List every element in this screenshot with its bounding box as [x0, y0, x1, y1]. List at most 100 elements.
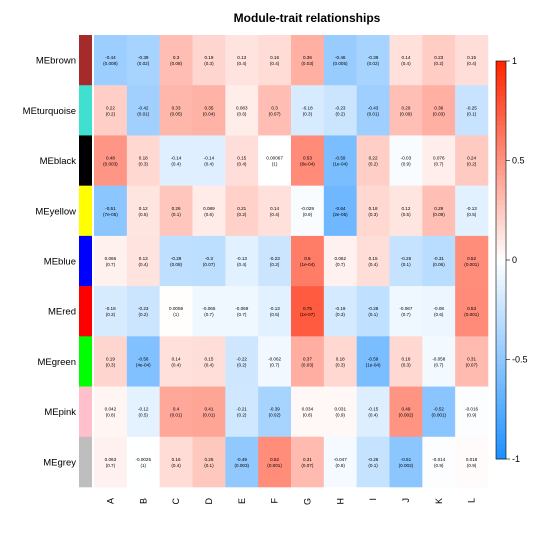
cell-correlation-label: -0.42 [138, 105, 149, 110]
cell-pvalue-label: (2e-05) [333, 212, 348, 217]
cell-correlation-label: -0.43 [368, 105, 379, 110]
column-labels: A B C D E F G H I J K L [106, 498, 477, 506]
legend-color-segment [496, 374, 506, 380]
cell-pvalue-label: (0.5) [139, 413, 149, 418]
cell-pvalue-label: (0.02) [137, 61, 149, 66]
cell-pvalue-label: (0.6) [237, 111, 247, 116]
cell-correlation-label: 0.18 [401, 356, 410, 361]
heatmap-cell [356, 85, 390, 136]
heatmap-cell [159, 85, 193, 136]
heatmap-cell [422, 286, 456, 337]
column-label: B [138, 498, 148, 504]
heatmap-cell [356, 386, 390, 438]
cell-correlation-label: -0.49 [237, 457, 248, 462]
cell-pvalue-label: (0.8) [336, 463, 346, 468]
cell-pvalue-label: (0.2) [336, 111, 346, 116]
heatmap-cell [356, 185, 390, 237]
cell-correlation-label: 0.14 [172, 356, 181, 361]
heatmap-cell [356, 436, 390, 488]
heatmap-cell [389, 336, 423, 387]
heatmap-cell [356, 286, 390, 337]
cell-correlation-label: 0.12 [401, 206, 410, 211]
cell-correlation-label: -0.058 [432, 356, 445, 361]
heatmap-cell [422, 436, 456, 488]
cell-correlation-label: -0.047 [334, 457, 347, 462]
heatmap-cell [225, 135, 259, 186]
heatmap-cell [291, 286, 325, 337]
heatmap-cell [291, 436, 325, 488]
legend-color-segment [496, 354, 506, 360]
cell-correlation-label: 0.19 [106, 356, 115, 361]
legend-color-segment [496, 284, 506, 291]
cell-pvalue-label: (0.1) [368, 463, 378, 468]
cell-correlation-label: 0.076 [433, 156, 445, 161]
heatmap-cell [225, 85, 259, 136]
legend-color-segment [496, 235, 506, 241]
heatmap-cell [159, 336, 193, 387]
cell-pvalue-label: (0.07) [466, 362, 478, 367]
cell-pvalue-label: (0.7) [270, 362, 280, 367]
heatmap-cell [258, 135, 292, 186]
legend-color-segment [496, 334, 506, 340]
cell-pvalue-label: (0.05) [170, 111, 182, 116]
cell-pvalue-label: (0.7) [237, 312, 247, 317]
legend-color-segment [496, 165, 506, 171]
column-label: E [237, 498, 247, 504]
cell-pvalue-label: (0.01) [137, 111, 149, 116]
legend-color-segment [496, 120, 506, 127]
cell-pvalue-label: (0.02) [269, 413, 281, 418]
legend-color-segment [496, 155, 506, 161]
heatmap-cell [159, 436, 193, 488]
legend-color-segment [496, 319, 506, 326]
legend-color-segment [496, 404, 506, 410]
cell-correlation-label: -0.065 [202, 306, 215, 311]
heatmap-cell [159, 235, 193, 287]
cell-correlation-label: -0.029 [301, 206, 314, 211]
heatmap-cell [356, 235, 390, 287]
cell-pvalue-label: (0.005) [333, 61, 348, 66]
legend-color-segment [496, 195, 506, 201]
cell-correlation-label: 0.18 [139, 156, 148, 161]
cell-pvalue-label: (0.4) [270, 61, 280, 66]
cell-pvalue-label: (0.03) [433, 111, 445, 116]
heatmap-cell [126, 185, 160, 237]
color-legend: 1 0.5 0 -0.5 -1 [495, 56, 528, 464]
cell-correlation-label: 0.52 [270, 457, 279, 462]
heatmap-cell [455, 386, 489, 438]
cell-correlation-label: -0.13 [466, 206, 477, 211]
cell-correlation-label: -0.25 [466, 105, 477, 110]
cell-correlation-label: 0.35 [204, 105, 213, 110]
heatmap-cell [291, 85, 325, 136]
cell-correlation-label: -0.23 [138, 306, 149, 311]
cell-pvalue-label: (0.4) [368, 413, 378, 418]
cell-pvalue-label: (0.9) [401, 162, 411, 167]
legend-color-segment [496, 200, 506, 206]
heatmap-cell [389, 85, 423, 136]
cell-pvalue-label: (0.2) [368, 162, 378, 167]
heatmap-cells: -0.44(0.008)-0.39(0.02)0.3(0.08)0.19(0.3… [94, 35, 489, 488]
legend-color-segment [496, 150, 506, 156]
heatmap-cell [291, 35, 325, 86]
legend-color-segment [496, 299, 506, 306]
cell-correlation-label: 0.12 [139, 206, 148, 211]
legend-color-segment [496, 125, 506, 132]
legend-color-segment [496, 90, 506, 97]
heatmap-cell [422, 386, 456, 438]
module-color-swatch [79, 436, 92, 488]
heatmap-cell [258, 286, 292, 337]
legend-color-segment [496, 215, 506, 221]
cell-correlation-label: 0.37 [303, 356, 312, 361]
cell-correlation-label: 0.062 [335, 256, 347, 261]
cell-correlation-label: -0.069 [235, 306, 248, 311]
heatmap-cell [422, 235, 456, 287]
cell-correlation-label: 0.36 [434, 105, 443, 110]
heatmap-cell [258, 386, 292, 438]
cell-correlation-label: 0.6 [304, 256, 311, 261]
cell-pvalue-label: (0.7) [401, 312, 411, 317]
legend-color-segment [496, 170, 506, 176]
legend-color-segment [496, 160, 506, 166]
heatmap-cell [422, 35, 456, 86]
cell-pvalue-label: (0.09) [400, 111, 412, 116]
heatmap-cell [389, 286, 423, 337]
cell-correlation-label: 0.19 [204, 55, 213, 60]
